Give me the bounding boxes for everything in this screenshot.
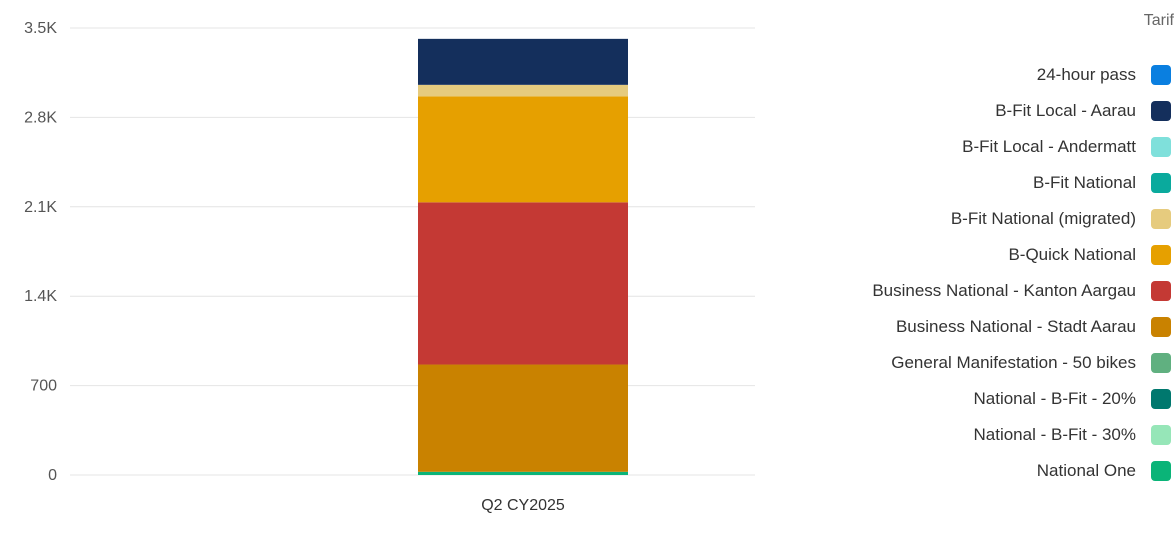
legend-item-b-fit-national-migrated[interactable]: B-Fit National (migrated): [872, 201, 1176, 237]
legend-label: National One: [1036, 461, 1136, 480]
y-axis-ticks: 0 700 1.4K 2.1K 2.8K 3.5K: [24, 20, 57, 484]
legend-swatch-icon: [1151, 65, 1171, 85]
y-tick-label: 0: [48, 467, 57, 484]
legend-label: 24-hour pass: [1036, 65, 1136, 84]
legend-label: Business National - Kanton Aargau: [872, 281, 1136, 300]
bar-segment-business-national-stadt-aarau[interactable]: [418, 364, 628, 472]
bar-segment-national-one[interactable]: [418, 471, 628, 475]
gridlines: [70, 27, 755, 476]
legend-label: B-Fit Local - Aarau: [995, 101, 1136, 120]
legend-item-business-national-stadt-aarau[interactable]: Business National - Stadt Aarau: [872, 309, 1176, 345]
legend-swatch-icon: [1151, 389, 1171, 409]
legend-item-national-b-fit-30[interactable]: National - B-Fit - 30%: [872, 417, 1176, 453]
legend-label: General Manifestation - 50 bikes: [891, 353, 1136, 372]
legend-swatch-icon: [1151, 353, 1171, 373]
stacked-bar[interactable]: [418, 38, 628, 475]
legend-swatch-icon: [1151, 317, 1171, 337]
legend-label: B-Fit National (migrated): [950, 209, 1136, 228]
x-axis-categories: Q2 CY2025: [481, 497, 565, 514]
legend-swatch-icon: [1151, 245, 1171, 265]
y-tick-label: 2.1K: [24, 199, 57, 216]
legend-label: National - B-Fit - 20%: [973, 389, 1137, 408]
legend-item-business-national-kanton-aargau[interactable]: Business National - Kanton Aargau: [872, 273, 1176, 309]
legend-item-b-fit-local-aarau[interactable]: B-Fit Local - Aarau: [872, 93, 1176, 129]
legend-title: Tarif: [1143, 12, 1174, 29]
legend-label: National - B-Fit - 30%: [973, 425, 1137, 444]
legend-item-national-b-fit-20[interactable]: National - B-Fit - 20%: [872, 381, 1176, 417]
legend-item-b-fit-local-andermatt[interactable]: B-Fit Local - Andermatt: [872, 129, 1176, 165]
legend-swatch-icon: [1151, 137, 1171, 157]
legend-item-b-quick-national[interactable]: B-Quick National: [872, 237, 1176, 273]
legend-item-24-hour-pass[interactable]: 24-hour pass: [872, 57, 1176, 93]
legend-swatch-icon: [1151, 173, 1171, 193]
legend-label: Business National - Stadt Aarau: [895, 317, 1136, 336]
legend-swatch-icon: [1151, 101, 1171, 121]
y-tick-label: 2.8K: [24, 109, 57, 126]
legend-swatch-icon: [1151, 425, 1171, 445]
legend-items: 24-hour pass B-Fit Local - Aarau B-Fit Loc…: [872, 57, 1176, 489]
bar-chart: 0 700 1.4K 2.1K 2.8K 3.5K Q2 CY2025: [24, 20, 755, 514]
legend-swatch-icon: [1151, 281, 1171, 301]
legend-label: B-Fit Local - Andermatt: [962, 137, 1136, 156]
legend: Tarif 24-hour pass B-Fit Local - Aarau B-F…: [746, 0, 1176, 553]
legend-item-b-fit-national[interactable]: B-Fit National: [872, 165, 1176, 201]
legend-label: B-Fit National: [1033, 173, 1136, 192]
legend-item-national-one[interactable]: National One: [872, 453, 1176, 489]
bar-segment-b-fit-local-aarau[interactable]: [418, 38, 628, 85]
x-category-label: Q2 CY2025: [481, 497, 565, 514]
legend-swatch-icon: [1151, 461, 1171, 481]
legend-item-general-manifestation-50-bikes[interactable]: General Manifestation - 50 bikes: [872, 345, 1176, 381]
legend-label: B-Quick National: [1008, 245, 1136, 264]
y-tick-label: 700: [30, 378, 57, 395]
legend-swatch-icon: [1151, 209, 1171, 229]
y-tick-label: 1.4K: [24, 288, 57, 305]
bar-segment-b-fit-national-migrated[interactable]: [418, 84, 628, 97]
bar-segment-b-quick-national[interactable]: [418, 96, 628, 203]
bar-segment-business-national-kanton-aargau[interactable]: [418, 202, 628, 365]
y-tick-label: 3.5K: [24, 20, 57, 37]
